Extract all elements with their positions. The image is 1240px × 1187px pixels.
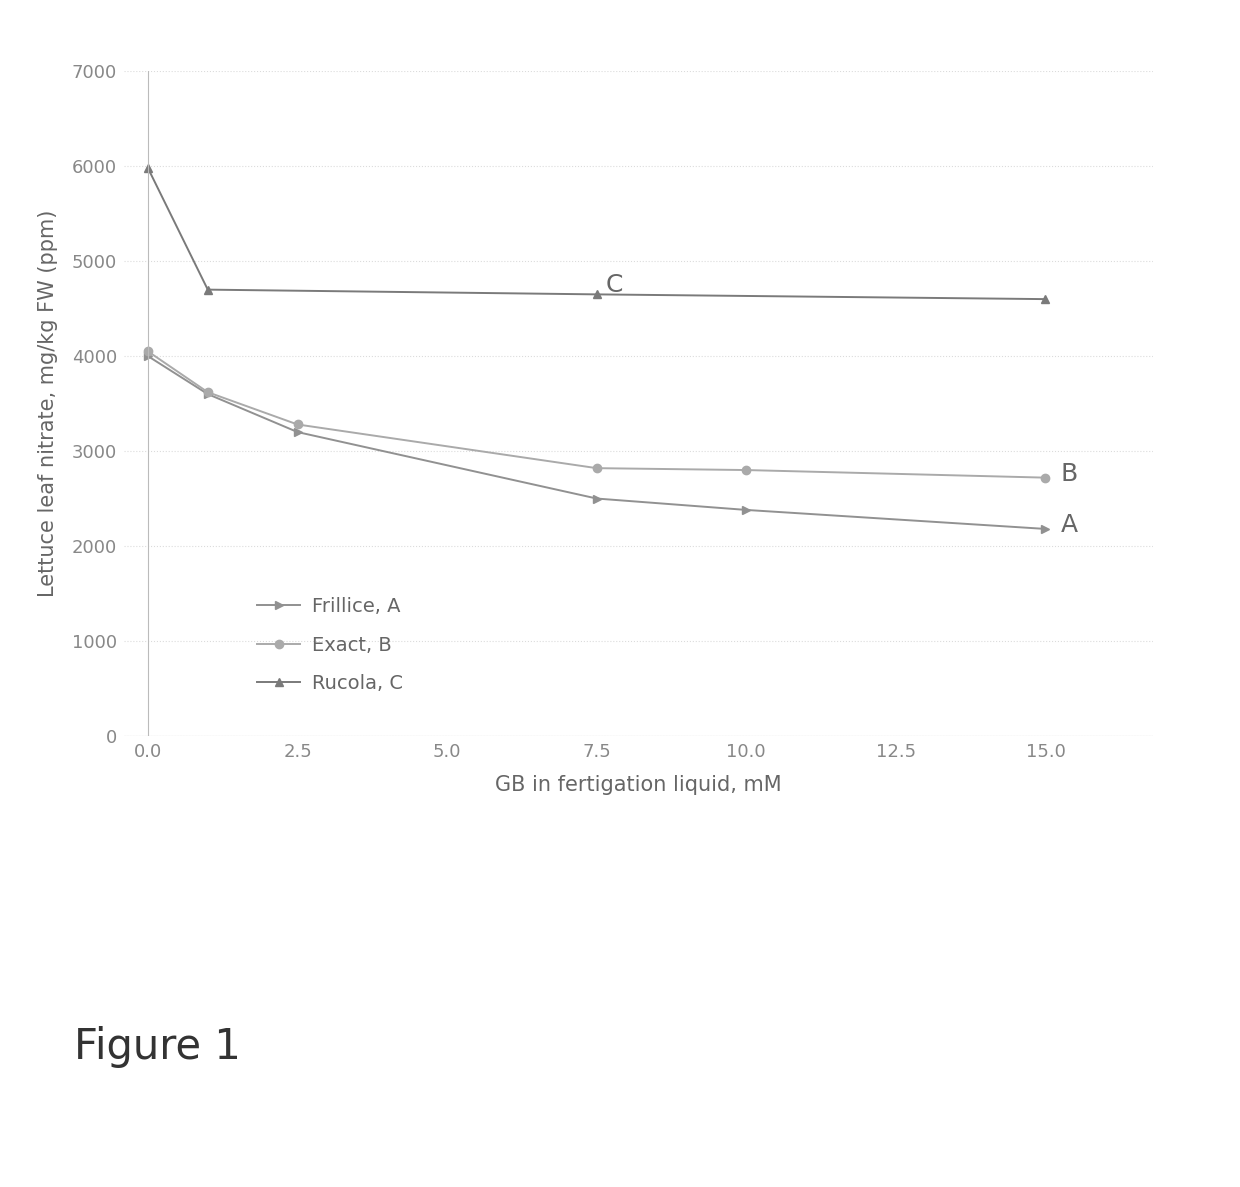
Frillice, A — [1038, 522, 1053, 537]
Line: Frillice, A: Frillice, A — [144, 351, 1049, 533]
Frillice, A — [589, 491, 604, 506]
Exact, B — [1038, 470, 1053, 484]
Exact, B — [290, 418, 305, 432]
Text: C: C — [605, 273, 622, 297]
Rucola, C — [201, 283, 216, 297]
Text: Figure 1: Figure 1 — [74, 1027, 242, 1068]
Frillice, A — [290, 425, 305, 439]
Exact, B — [201, 385, 216, 399]
Text: B: B — [1060, 462, 1078, 485]
Exact, B — [739, 463, 754, 477]
Rucola, C — [140, 161, 155, 176]
X-axis label: GB in fertigation liquid, mM: GB in fertigation liquid, mM — [495, 775, 782, 795]
Frillice, A — [201, 387, 216, 401]
Rucola, C — [1038, 292, 1053, 306]
Legend: Frillice, A, Exact, B, Rucola, C: Frillice, A, Exact, B, Rucola, C — [257, 597, 403, 693]
Exact, B — [140, 344, 155, 358]
Exact, B — [589, 461, 604, 475]
Line: Exact, B: Exact, B — [144, 347, 1049, 482]
Frillice, A — [140, 349, 155, 363]
Rucola, C — [589, 287, 604, 301]
Y-axis label: Lettuce leaf nitrate, mg/kg FW (ppm): Lettuce leaf nitrate, mg/kg FW (ppm) — [38, 210, 58, 597]
Frillice, A — [739, 503, 754, 518]
Text: A: A — [1060, 513, 1078, 538]
Line: Rucola, C: Rucola, C — [144, 164, 1049, 304]
